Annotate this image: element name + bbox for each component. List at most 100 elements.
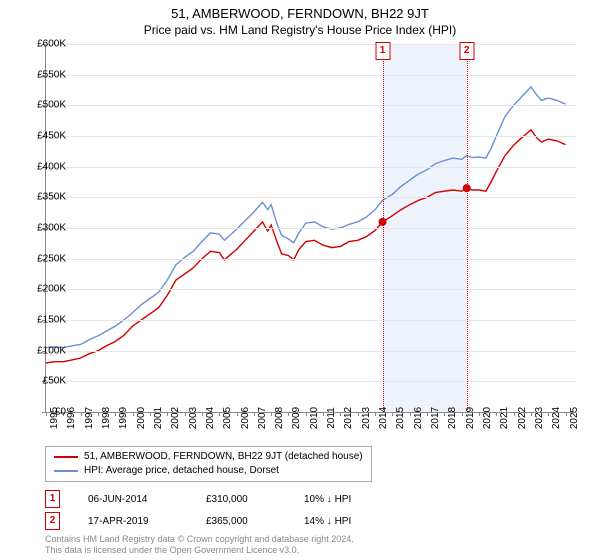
x-tick [358,412,359,416]
x-tick [306,412,307,416]
x-tick [167,412,168,416]
x-tick-label: 2023 [534,407,545,429]
x-tick-label: 2006 [240,407,251,429]
footer-attribution: Contains HM Land Registry data © Crown c… [45,534,354,556]
x-tick-label: 2019 [465,407,476,429]
gridline [46,228,576,229]
x-tick [288,412,289,416]
x-tick [202,412,203,416]
footer-line: Contains HM Land Registry data © Crown c… [45,534,354,545]
y-tick-label: £600K [37,39,66,50]
x-tick [185,412,186,416]
x-tick [410,412,411,416]
x-tick-label: 2021 [499,407,510,429]
y-tick-label: £500K [37,100,66,111]
gridline [46,289,576,290]
x-tick [98,412,99,416]
sale-date: 17-APR-2019 [88,516,178,527]
legend-label: HPI: Average price, detached house, Dors… [84,464,279,478]
x-tick-label: 1996 [66,407,77,429]
gridline [46,105,576,106]
x-tick [496,412,497,416]
y-tick-label: £400K [37,161,66,172]
legend-label: 51, AMBERWOOD, FERNDOWN, BH22 9JT (detac… [84,450,363,464]
sale-badge: 1 [45,490,60,508]
x-tick [531,412,532,416]
chart-subtitle: Price paid vs. HM Land Registry's House … [0,21,600,37]
x-tick-label: 2024 [551,407,562,429]
gridline [46,351,576,352]
sale-price: £310,000 [206,494,276,505]
gridline [46,75,576,76]
x-tick-label: 2004 [205,407,216,429]
x-tick [323,412,324,416]
x-tick [254,412,255,416]
legend: 51, AMBERWOOD, FERNDOWN, BH22 9JT (detac… [45,446,372,482]
series-line-price_paid [46,130,566,363]
legend-item: 51, AMBERWOOD, FERNDOWN, BH22 9JT (detac… [54,450,363,464]
x-tick-label: 2000 [136,407,147,429]
legend-item: HPI: Average price, detached house, Dors… [54,464,363,478]
y-tick-label: £50K [43,376,66,387]
x-tick-label: 2017 [430,407,441,429]
sale-vline-badge: 1 [375,42,390,60]
sale-row: 1 06-JUN-2014 £310,000 10% ↓ HPI [45,490,384,508]
x-tick-label: 2015 [395,407,406,429]
x-tick-label: 2010 [309,407,320,429]
y-tick-label: £150K [37,315,66,326]
x-tick [462,412,463,416]
x-tick [150,412,151,416]
x-tick [340,412,341,416]
x-tick [46,412,47,416]
x-tick-label: 2014 [378,407,389,429]
x-tick-label: 2025 [569,407,580,429]
y-tick-label: £100K [37,345,66,356]
sale-vline [383,44,384,412]
x-tick-label: 2020 [482,407,493,429]
gridline [46,259,576,260]
sale-price: £365,000 [206,516,276,527]
legend-swatch [54,470,78,472]
x-tick [237,412,238,416]
x-tick-label: 2008 [274,407,285,429]
x-tick-label: 2022 [517,407,528,429]
gridline [46,197,576,198]
x-tick-label: 1999 [118,407,129,429]
x-tick [427,412,428,416]
chart-title: 51, AMBERWOOD, FERNDOWN, BH22 9JT [0,0,600,21]
x-tick-label: 2007 [257,407,268,429]
y-tick-label: £550K [37,69,66,80]
sale-vline-badge: 2 [459,42,474,60]
y-tick-label: £450K [37,131,66,142]
x-tick-label: 2001 [153,407,164,429]
x-tick-label: 2003 [188,407,199,429]
footer-line: This data is licensed under the Open Gov… [45,545,354,556]
x-tick [81,412,82,416]
x-tick-label: 2018 [447,407,458,429]
x-tick [115,412,116,416]
x-tick [566,412,567,416]
x-tick-label: 2013 [361,407,372,429]
x-tick [479,412,480,416]
x-tick-label: 1995 [49,407,60,429]
sale-date: 06-JUN-2014 [88,494,178,505]
gridline [46,136,576,137]
gridline [46,44,576,45]
x-tick-label: 2012 [343,407,354,429]
x-tick-label: 1998 [101,407,112,429]
sale-diff: 14% ↓ HPI [304,516,384,527]
y-tick-label: £350K [37,192,66,203]
gridline [46,320,576,321]
x-tick [375,412,376,416]
x-tick-label: 1997 [84,407,95,429]
x-tick [392,412,393,416]
x-tick [219,412,220,416]
y-tick-label: £250K [37,253,66,264]
legend-swatch [54,456,78,458]
x-tick [444,412,445,416]
series-line-hpi [46,87,566,348]
x-tick-label: 2009 [291,407,302,429]
x-tick-label: 2005 [222,407,233,429]
y-tick-label: £300K [37,223,66,234]
gridline [46,381,576,382]
